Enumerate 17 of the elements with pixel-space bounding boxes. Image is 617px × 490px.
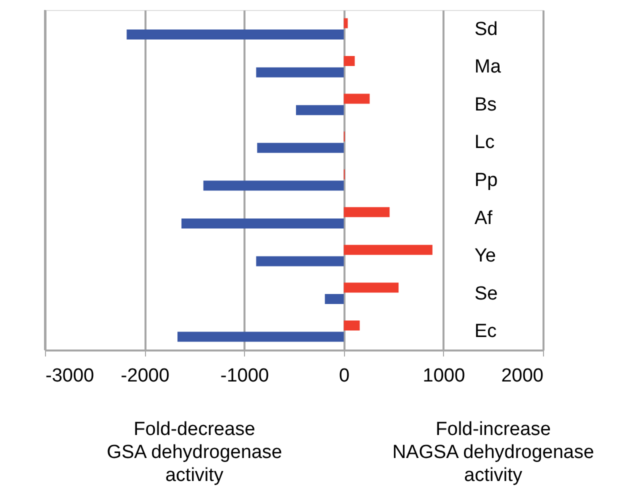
x-tick-label: -1000 (220, 366, 270, 386)
y-tick-label: Sd (474, 18, 498, 40)
y-tick-label: Lc (474, 132, 495, 154)
x-tick-label: -2000 (120, 366, 170, 386)
text: Fold-increase NAGSA dehydrogenase activity (392, 419, 594, 486)
y-tick-label: Pp (474, 170, 498, 191)
y-tick-label: Bs (474, 94, 497, 116)
text: Fold-decrease GSA dehydrogenase activity (106, 419, 282, 486)
y-tick-label: Af (474, 208, 494, 229)
x-tick-label: 2000 (501, 366, 544, 386)
x-tick-label: 0 (339, 366, 350, 386)
y-tick-label: Ma (474, 56, 502, 78)
x-tick-label: -3000 (46, 366, 94, 386)
x-tick-label: 1000 (422, 366, 466, 386)
y-tick-label: Ec (474, 321, 497, 342)
y-tick-label: Ye (474, 246, 496, 267)
y-tick-label: Se (474, 283, 498, 304)
